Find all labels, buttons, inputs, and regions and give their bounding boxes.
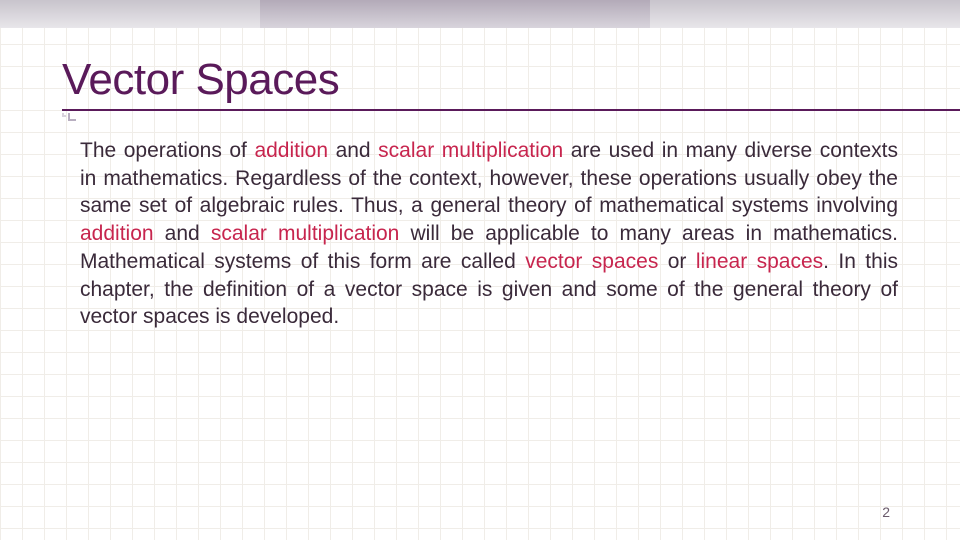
highlight-addition: addition [254,139,328,162]
body-seg: and [154,222,211,245]
slide-content: Vector Spaces The operations of addition… [62,55,898,331]
slide-body: The operations of addition and scalar mu… [62,137,898,331]
highlight-linear-spaces: linear spaces [696,250,823,273]
highlight-vector-spaces: vector spaces [525,250,658,273]
top-bar-accent [260,0,650,28]
title-underline [62,109,898,119]
highlight-scalar-multiplication: scalar multiplication [211,222,400,245]
body-seg: and [328,139,378,162]
body-seg: or [658,250,696,273]
slide-title: Vector Spaces [62,55,898,105]
page-number: 2 [882,504,890,520]
highlight-addition: addition [80,222,154,245]
body-seg: The operations of [80,139,254,162]
highlight-scalar-multiplication: scalar multiplication [378,139,563,162]
